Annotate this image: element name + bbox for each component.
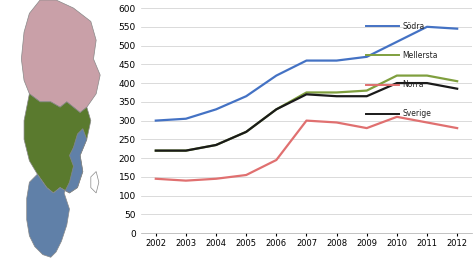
Text: Södra: Södra <box>402 21 424 31</box>
Text: Norra: Norra <box>402 80 423 89</box>
Polygon shape <box>24 94 90 193</box>
Polygon shape <box>21 0 100 113</box>
Text: Mellersta: Mellersta <box>402 51 437 60</box>
Text: Sverige: Sverige <box>402 109 431 118</box>
Polygon shape <box>90 172 99 193</box>
Polygon shape <box>27 129 87 257</box>
